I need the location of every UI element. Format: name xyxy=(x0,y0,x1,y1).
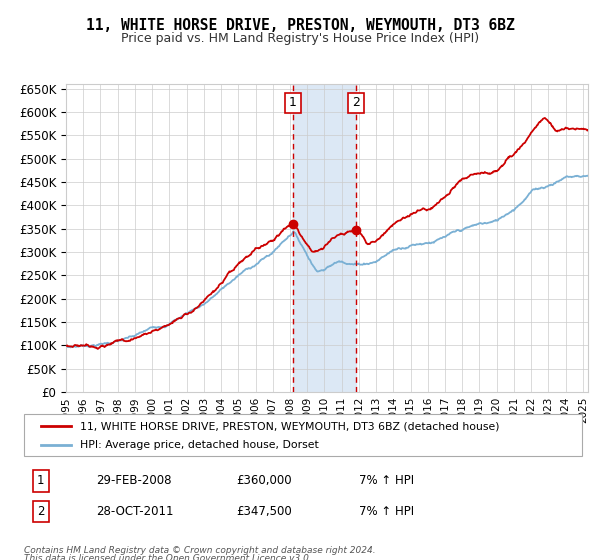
Text: £347,500: £347,500 xyxy=(236,505,292,517)
Text: 2: 2 xyxy=(352,96,360,109)
Text: 11, WHITE HORSE DRIVE, PRESTON, WEYMOUTH, DT3 6BZ: 11, WHITE HORSE DRIVE, PRESTON, WEYMOUTH… xyxy=(86,18,514,33)
Text: HPI: Average price, detached house, Dorset: HPI: Average price, detached house, Dors… xyxy=(80,440,319,450)
Text: Price paid vs. HM Land Registry's House Price Index (HPI): Price paid vs. HM Land Registry's House … xyxy=(121,32,479,45)
Text: 2: 2 xyxy=(37,505,44,517)
Text: 7% ↑ HPI: 7% ↑ HPI xyxy=(359,505,414,517)
Text: This data is licensed under the Open Government Licence v3.0.: This data is licensed under the Open Gov… xyxy=(24,554,312,560)
Text: 11, WHITE HORSE DRIVE, PRESTON, WEYMOUTH, DT3 6BZ (detached house): 11, WHITE HORSE DRIVE, PRESTON, WEYMOUTH… xyxy=(80,421,499,431)
Text: 1: 1 xyxy=(37,474,44,487)
Bar xyxy=(293,84,356,392)
Text: 1: 1 xyxy=(289,96,297,109)
Text: 7% ↑ HPI: 7% ↑ HPI xyxy=(359,474,414,487)
Text: 29-FEB-2008: 29-FEB-2008 xyxy=(97,474,172,487)
Text: Contains HM Land Registry data © Crown copyright and database right 2024.: Contains HM Land Registry data © Crown c… xyxy=(24,546,376,555)
Text: £360,000: £360,000 xyxy=(236,474,292,487)
Text: 28-OCT-2011: 28-OCT-2011 xyxy=(97,505,174,517)
FancyBboxPatch shape xyxy=(24,414,582,456)
